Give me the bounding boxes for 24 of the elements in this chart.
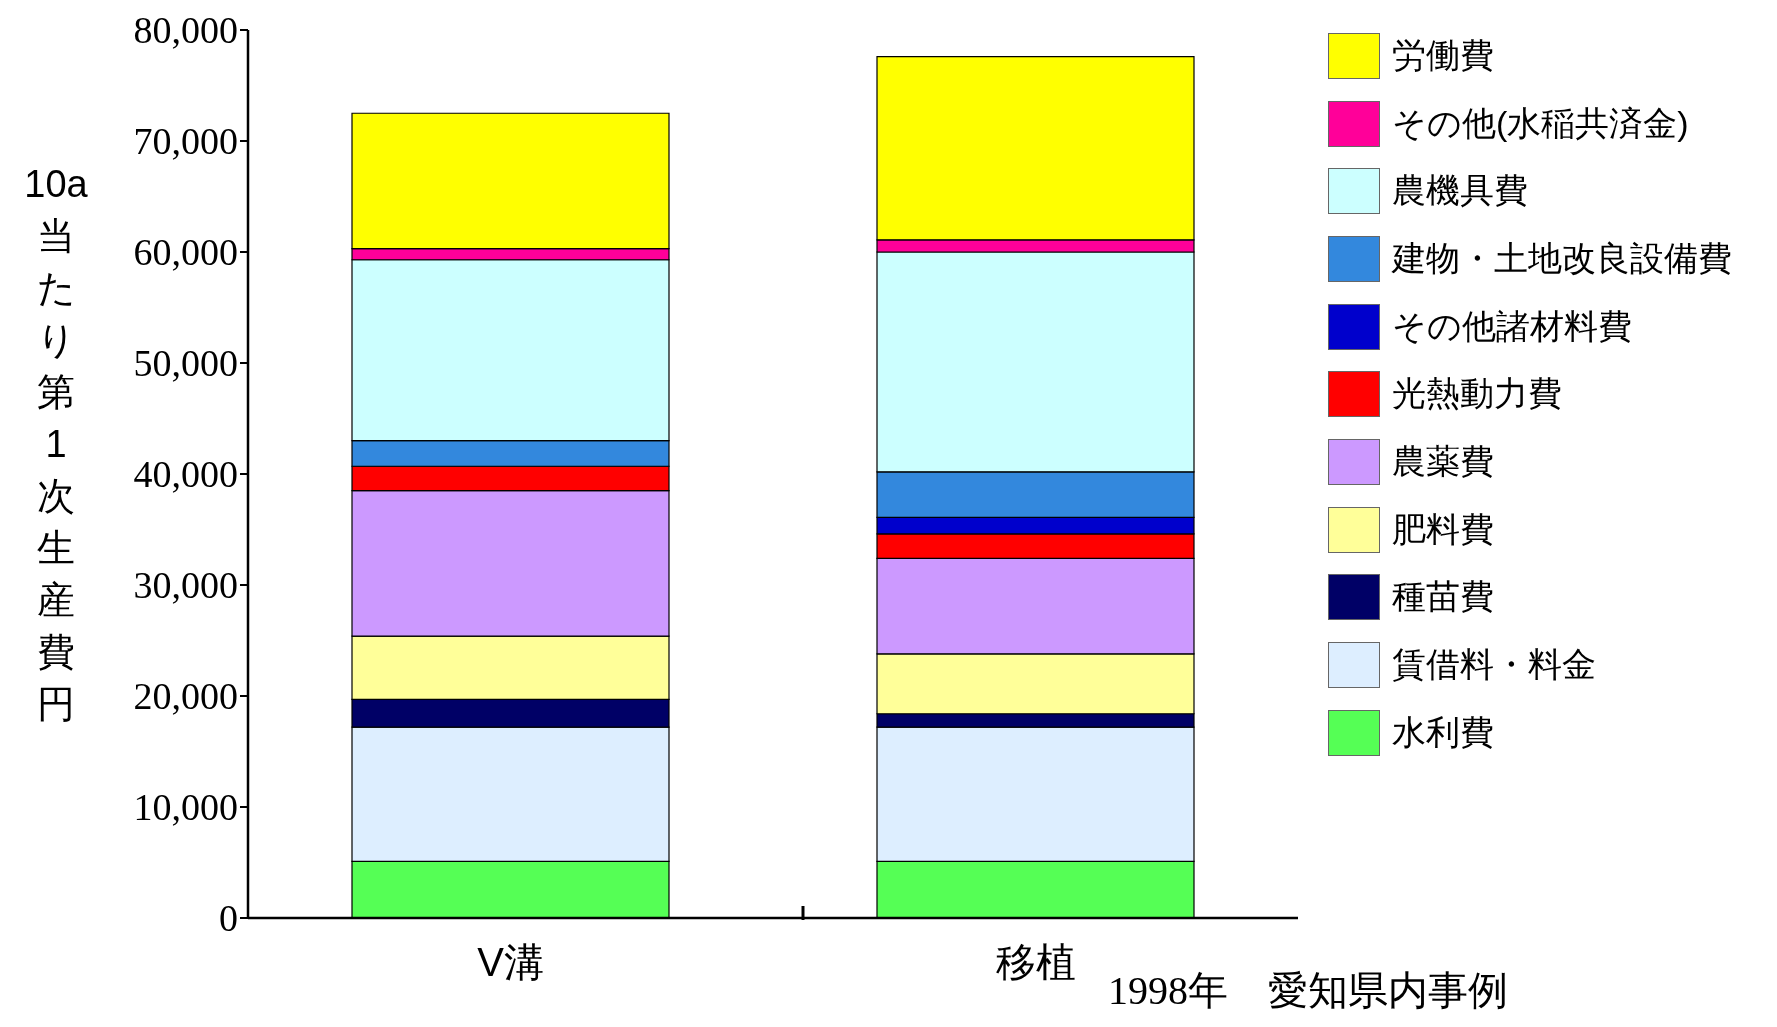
legend-label: 農薬費 — [1392, 440, 1494, 482]
legend-label: その他諸材料費 — [1392, 305, 1632, 347]
y-tick-label: 20,000 — [133, 675, 238, 718]
legend-label: 光熱動力費 — [1392, 373, 1562, 415]
y-tick-label: 40,000 — [133, 453, 238, 496]
y-tick-label: 70,000 — [133, 120, 238, 163]
y-tick-label: 0 — [219, 897, 238, 940]
legend-label: 建物・土地改良設備費 — [1392, 237, 1732, 279]
y-tick-label: 30,000 — [133, 564, 238, 607]
text: 10a当たり第1次生産費円 — [24, 163, 88, 725]
legend-label: 水利費 — [1392, 711, 1494, 753]
legend-label: 賃借料・料金 — [1392, 644, 1596, 686]
legend-label: 種苗費 — [1392, 576, 1494, 618]
x-tick-label: V溝 — [477, 940, 544, 985]
y-tick-label: 10,000 — [133, 786, 238, 829]
legend-label: 農機具費 — [1392, 170, 1528, 212]
text: 1998年 愛知県内事例 — [1108, 967, 1508, 1015]
legend-label: 労働費 — [1392, 34, 1494, 76]
legend-label: その他(水稲共済金) — [1392, 102, 1689, 144]
y-tick-label: 50,000 — [133, 342, 238, 385]
y-tick-label: 60,000 — [133, 231, 238, 274]
x-tick-label: 移植 — [995, 940, 1076, 985]
legend-label: 肥料費 — [1392, 508, 1494, 550]
y-tick-label: 80,000 — [133, 9, 238, 52]
